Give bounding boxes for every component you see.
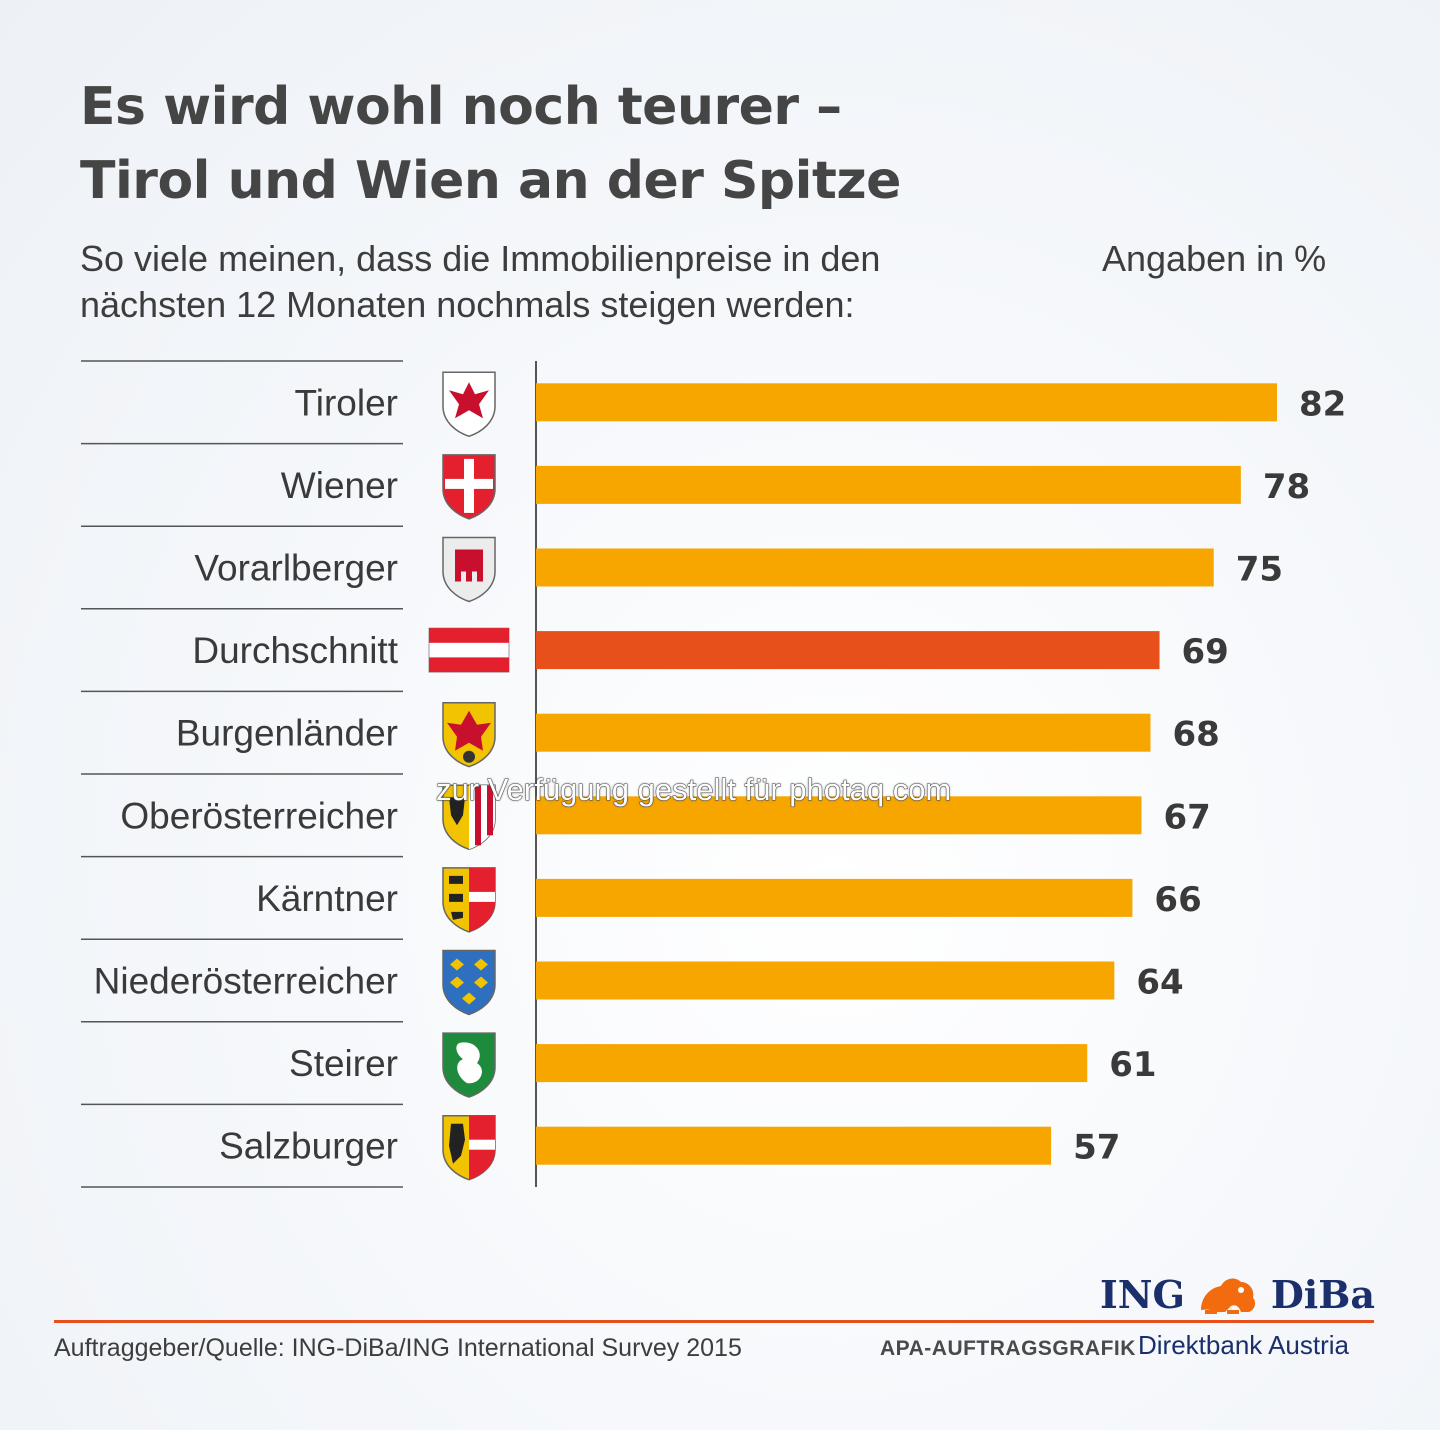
value-label-salzburger: 57 xyxy=(1073,1128,1120,1168)
category-label-niederoesterreicher: Niederösterreicher xyxy=(94,961,398,1002)
value-label-burgenlaender: 68 xyxy=(1172,715,1219,755)
bar-burgenlaender xyxy=(536,713,1151,752)
source-note: Auftraggeber/Quelle: ING-DiBa/ING Intern… xyxy=(54,1334,742,1362)
bar-niederoesterreicher xyxy=(536,961,1115,1000)
value-label-durchschnitt: 69 xyxy=(1182,632,1229,672)
category-label-vorarlberger: Vorarlberger xyxy=(194,548,398,589)
category-label-tiroler: Tiroler xyxy=(295,382,398,423)
bar-oberoesterreicher xyxy=(536,796,1142,835)
niederoesterreich-coat-of-arms-icon xyxy=(442,949,496,1016)
vorarlberg-coat-of-arms-icon xyxy=(442,536,496,603)
logo-word-right: DiBa xyxy=(1270,1271,1375,1317)
austria-flag-icon xyxy=(428,627,510,673)
chart-title: Es wird wohl noch teurer – Tirol und Wie… xyxy=(80,70,901,218)
value-label-oberoesterreicher: 67 xyxy=(1163,797,1210,837)
apa-credit: APA-AUFTRAGSGRAFIK xyxy=(880,1337,1136,1360)
chart-subtitle-line-1: So viele meinen, dass die Immobilienprei… xyxy=(80,238,881,279)
steiermark-coat-of-arms-icon xyxy=(442,1032,496,1098)
bar-tiroler xyxy=(536,383,1277,422)
bar-salzburger xyxy=(536,1126,1052,1165)
logo-tagline: Direktbank Austria xyxy=(1138,1330,1349,1360)
chart-subtitle-line-2: nächsten 12 Monaten nochmals steigen wer… xyxy=(80,284,855,325)
category-label-kaerntner: Kärntner xyxy=(256,878,398,919)
burgenland-coat-of-arms-icon xyxy=(442,701,496,768)
unit-label: Angaben in % xyxy=(1102,238,1327,279)
value-label-steirer: 61 xyxy=(1109,1045,1156,1085)
bar-steirer xyxy=(536,1044,1088,1083)
value-label-kaerntner: 66 xyxy=(1154,880,1201,920)
chart-title-line-1: Es wird wohl noch teurer – xyxy=(80,77,842,137)
oberoesterreich-coat-of-arms-icon xyxy=(442,784,496,851)
logo-word-left: ING xyxy=(1100,1271,1185,1317)
chart-subtitle: So viele meinen, dass die Immobilienprei… xyxy=(80,236,880,328)
category-label-wiener: Wiener xyxy=(281,465,398,506)
bar-kaerntner xyxy=(536,878,1133,917)
bar-wiener xyxy=(536,465,1241,504)
bar-durchschnitt xyxy=(536,631,1160,670)
wien-coat-of-arms-icon xyxy=(442,454,496,520)
ing-diba-logo: ING DiBa xyxy=(1100,1270,1375,1318)
bar-vorarlberger xyxy=(536,548,1214,587)
chart-title-line-2: Tirol und Wien an der Spitze xyxy=(80,151,901,211)
category-label-burgenlaender: Burgenländer xyxy=(176,713,398,754)
category-label-steirer: Steirer xyxy=(289,1043,398,1084)
lion-icon xyxy=(1200,1278,1255,1314)
value-label-tiroler: 82 xyxy=(1299,384,1346,424)
value-label-wiener: 78 xyxy=(1263,467,1310,507)
tirol-coat-of-arms-icon xyxy=(442,371,496,438)
category-label-durchschnitt: Durchschnitt xyxy=(192,630,398,671)
bar-chart: Tiroler 82 Wiener 78 Vorarlberger 75 Durchschn… xyxy=(81,360,1346,1188)
category-label-oberoesterreicher: Oberösterreicher xyxy=(120,795,398,836)
salzburg-coat-of-arms-icon xyxy=(442,1114,496,1181)
watermark-text: zur Verfügung gestellt für photaq.com xyxy=(435,772,952,808)
value-label-vorarlberger: 75 xyxy=(1236,550,1283,590)
kaernten-coat-of-arms-icon xyxy=(442,867,496,933)
footer-rule xyxy=(54,1320,1374,1323)
value-label-niederoesterreicher: 64 xyxy=(1136,963,1183,1003)
category-label-salzburger: Salzburger xyxy=(219,1126,398,1167)
